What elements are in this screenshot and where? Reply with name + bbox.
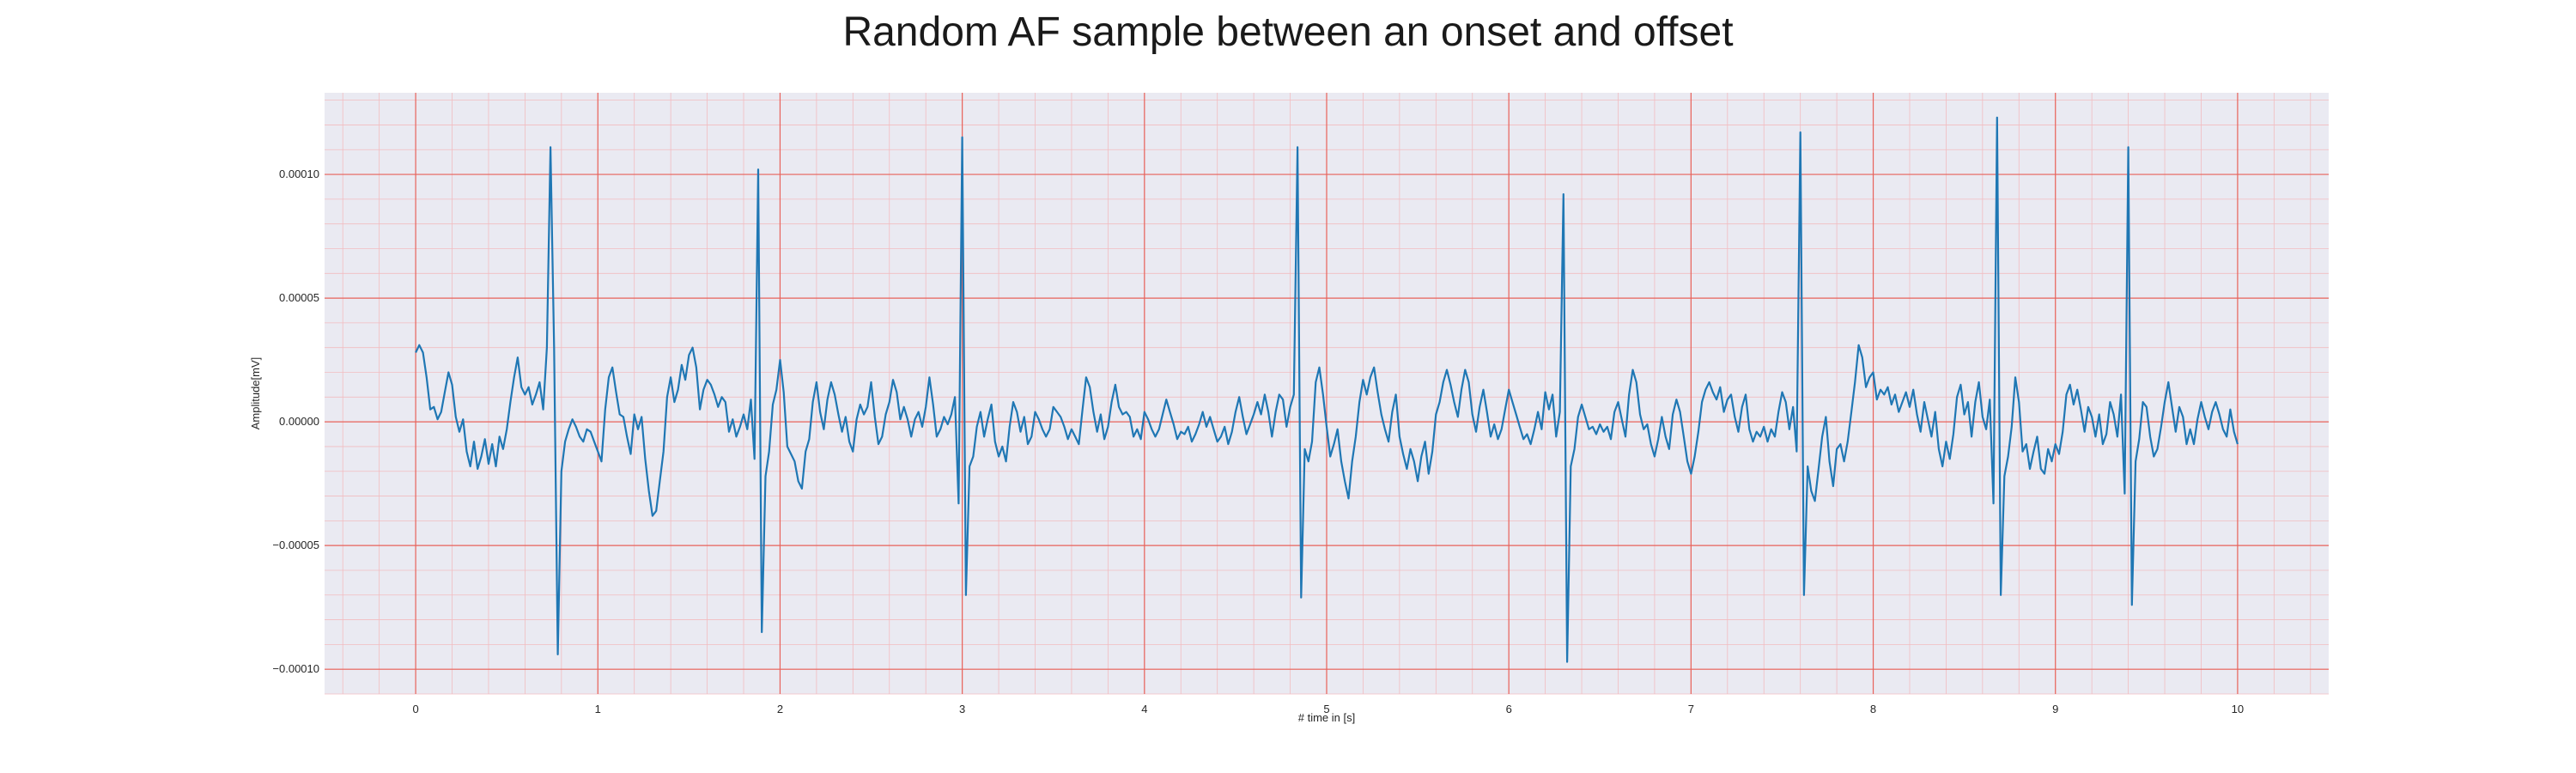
x-tick-label: 2 (777, 703, 783, 715)
x-axis-ticks: 0 1 2 3 4 5 6 7 8 9 10 (412, 703, 2244, 715)
x-tick-label: 6 (1506, 703, 1512, 715)
major-grid (325, 93, 2329, 694)
y-tick-label: −0.00010 (272, 662, 319, 675)
x-tick-label: 5 (1323, 703, 1329, 715)
y-tick-label: 0.00005 (279, 291, 319, 304)
x-tick-label: 8 (1870, 703, 1876, 715)
y-axis-ticks: −0.00010 −0.00005 0.00000 0.00005 0.00010 (272, 167, 319, 675)
series-line (415, 116, 2239, 663)
x-tick-label: 0 (412, 703, 418, 715)
x-tick-label: 3 (959, 703, 965, 715)
x-tick-label: 1 (595, 703, 601, 715)
y-axis-label: Amplitude[mV] (249, 357, 262, 430)
y-tick-label: 0.00010 (279, 167, 319, 180)
x-tick-label: 9 (2052, 703, 2058, 715)
y-tick-label: −0.00005 (272, 539, 319, 551)
x-tick-label: 4 (1141, 703, 1147, 715)
series-group (415, 116, 2239, 663)
y-tick-label: 0.00000 (279, 415, 319, 428)
x-tick-label: 7 (1688, 703, 1694, 715)
chart-title: Random AF sample between an onset and of… (842, 9, 1734, 55)
x-tick-label: 10 (2232, 703, 2244, 715)
x-axis-label: # time in [s] (1298, 711, 1355, 724)
